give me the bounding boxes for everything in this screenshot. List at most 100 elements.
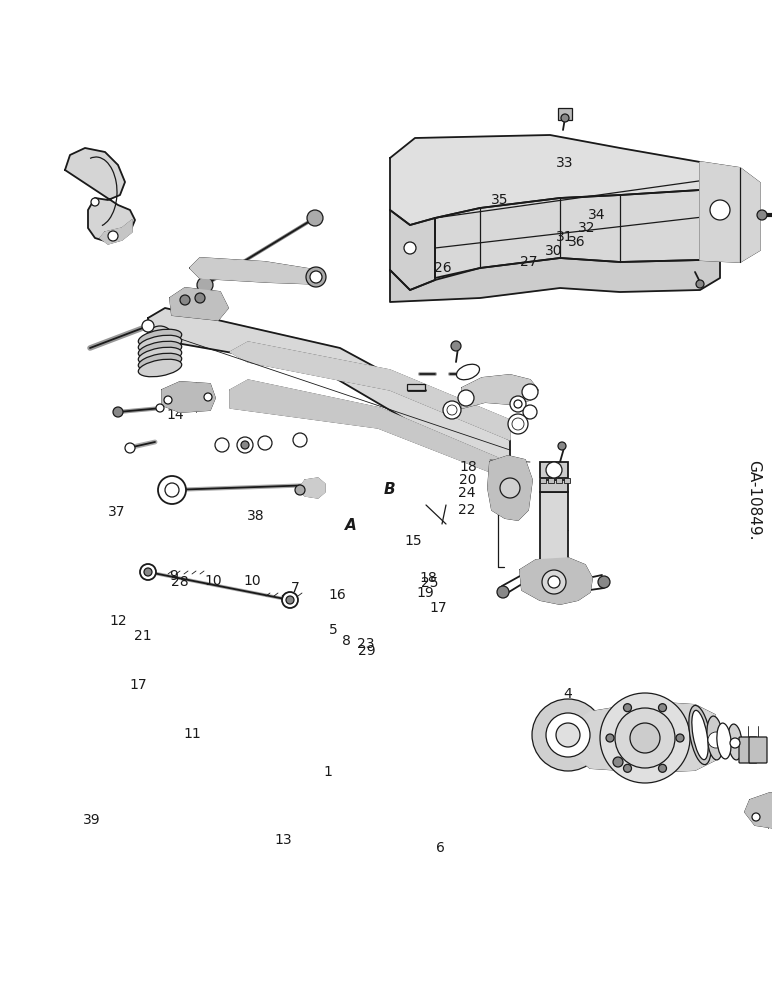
Text: 18: 18 [459, 460, 477, 474]
Ellipse shape [138, 347, 181, 365]
Circle shape [108, 231, 118, 241]
Text: 16: 16 [329, 588, 347, 602]
Circle shape [546, 462, 562, 478]
Polygon shape [170, 288, 228, 320]
Circle shape [451, 341, 461, 351]
Polygon shape [488, 456, 532, 520]
Polygon shape [390, 135, 720, 225]
Circle shape [293, 433, 307, 447]
Bar [407, 384, 425, 390]
Polygon shape [65, 148, 135, 242]
Circle shape [443, 401, 461, 419]
Ellipse shape [138, 335, 181, 353]
Text: 24: 24 [458, 486, 476, 500]
Bar [540, 492, 568, 567]
FancyBboxPatch shape [749, 737, 767, 763]
Text: 26: 26 [434, 261, 452, 275]
Polygon shape [298, 478, 325, 498]
Circle shape [600, 693, 690, 783]
Bar [564, 478, 570, 483]
Circle shape [752, 813, 760, 821]
Circle shape [447, 405, 457, 415]
Text: 7: 7 [291, 581, 300, 595]
Text: 21: 21 [134, 629, 151, 643]
Bar [540, 480, 568, 492]
Text: 34: 34 [588, 208, 606, 222]
Ellipse shape [707, 716, 723, 760]
Text: B: B [384, 482, 395, 496]
Polygon shape [520, 558, 592, 604]
Text: 10: 10 [205, 574, 222, 588]
Circle shape [556, 723, 580, 747]
Text: 31: 31 [556, 230, 574, 244]
Text: 36: 36 [568, 235, 586, 249]
Circle shape [310, 271, 322, 283]
FancyBboxPatch shape [739, 737, 757, 763]
Circle shape [659, 704, 666, 712]
Text: 14: 14 [166, 408, 184, 422]
Text: 12: 12 [109, 614, 127, 628]
Circle shape [146, 326, 174, 354]
Text: 35: 35 [491, 193, 509, 207]
Circle shape [458, 390, 474, 406]
Text: 11: 11 [183, 727, 201, 741]
Circle shape [142, 320, 154, 332]
Circle shape [558, 442, 566, 450]
Polygon shape [230, 342, 510, 440]
Circle shape [156, 404, 164, 412]
Circle shape [404, 242, 416, 254]
Ellipse shape [138, 329, 181, 347]
Text: 22: 22 [458, 503, 476, 517]
Circle shape [613, 757, 623, 767]
Ellipse shape [692, 710, 708, 760]
Polygon shape [462, 375, 538, 408]
Circle shape [164, 396, 172, 404]
Circle shape [125, 443, 135, 453]
Ellipse shape [138, 341, 181, 359]
Text: 37: 37 [108, 505, 126, 519]
Polygon shape [162, 382, 215, 412]
Ellipse shape [717, 723, 731, 759]
Circle shape [548, 576, 560, 588]
Polygon shape [230, 380, 498, 475]
Bar [540, 478, 546, 483]
Circle shape [144, 568, 152, 576]
Circle shape [546, 713, 590, 757]
Circle shape [158, 476, 186, 504]
Bar [558, 108, 572, 120]
Polygon shape [390, 210, 435, 290]
Polygon shape [390, 245, 720, 302]
Circle shape [237, 437, 253, 453]
Circle shape [140, 564, 156, 580]
Text: 4: 4 [564, 687, 572, 701]
Text: 23: 23 [357, 637, 375, 651]
Circle shape [258, 436, 272, 450]
Ellipse shape [138, 353, 181, 371]
Circle shape [113, 407, 123, 417]
Polygon shape [700, 162, 760, 262]
Circle shape [606, 734, 614, 742]
Text: 17: 17 [429, 601, 447, 615]
Text: 3: 3 [672, 750, 680, 764]
Text: 27: 27 [520, 255, 538, 269]
Circle shape [500, 478, 520, 498]
Circle shape [522, 384, 538, 400]
Text: 6: 6 [436, 841, 445, 855]
Circle shape [508, 414, 528, 434]
Circle shape [696, 280, 704, 288]
Text: 20: 20 [459, 473, 477, 487]
Circle shape [532, 699, 604, 771]
Circle shape [523, 405, 537, 419]
Text: 17: 17 [129, 678, 147, 692]
Text: 39: 39 [83, 813, 101, 827]
Text: A: A [345, 518, 357, 534]
Circle shape [624, 764, 631, 772]
Circle shape [165, 483, 179, 497]
Text: 18: 18 [419, 571, 437, 585]
Circle shape [215, 438, 229, 452]
Circle shape [708, 732, 724, 748]
Ellipse shape [138, 359, 181, 377]
Bar [548, 478, 554, 483]
Text: 25: 25 [421, 576, 438, 590]
Bar [540, 462, 568, 478]
